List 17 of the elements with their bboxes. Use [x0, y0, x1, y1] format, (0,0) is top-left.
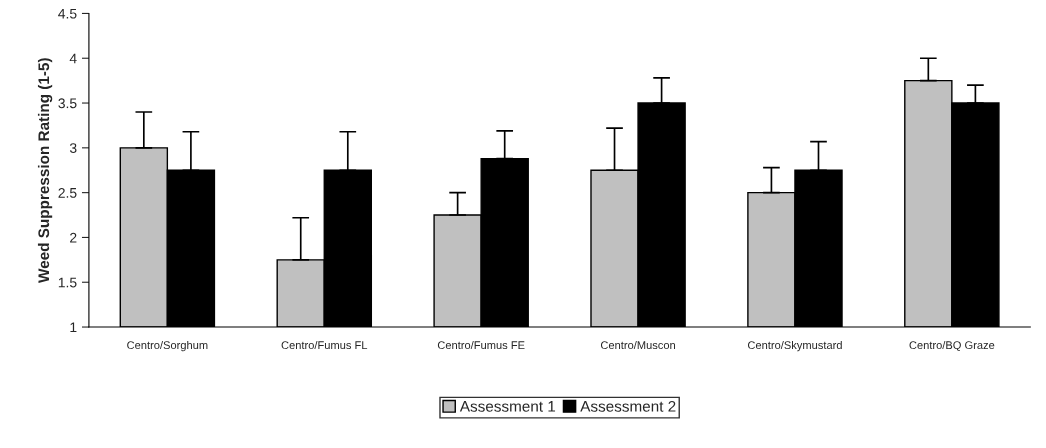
x-tick-label: Centro/BQ Graze — [909, 340, 995, 352]
x-tick-label: Centro/Skymustard — [747, 340, 842, 352]
y-tick-label: 3 — [69, 143, 77, 154]
y-tick-label: 2.5 — [58, 187, 77, 198]
legend-label: Assessment 2 — [580, 400, 676, 412]
y-tick-label: 1 — [70, 322, 77, 333]
y-tick-label: 2 — [70, 232, 77, 243]
x-tick-label: Centro/Sorghum — [127, 340, 208, 352]
y-axis-title: Weed Suppression Rating (1-5) — [37, 58, 53, 283]
y-tick-label: 1.5 — [58, 277, 77, 288]
x-tick-label: Centro/Fumus FE — [437, 340, 525, 350]
legend-label: Assessment 1 — [459, 401, 556, 412]
x-tick-label: Centro/Muscon — [600, 340, 676, 350]
y-tick-label: 4 — [69, 53, 77, 64]
y-tick-label: 4.5 — [58, 8, 77, 19]
x-tick-label: Centro/Fumus FL — [281, 340, 368, 350]
y-tick-label: 3.5 — [58, 98, 77, 109]
